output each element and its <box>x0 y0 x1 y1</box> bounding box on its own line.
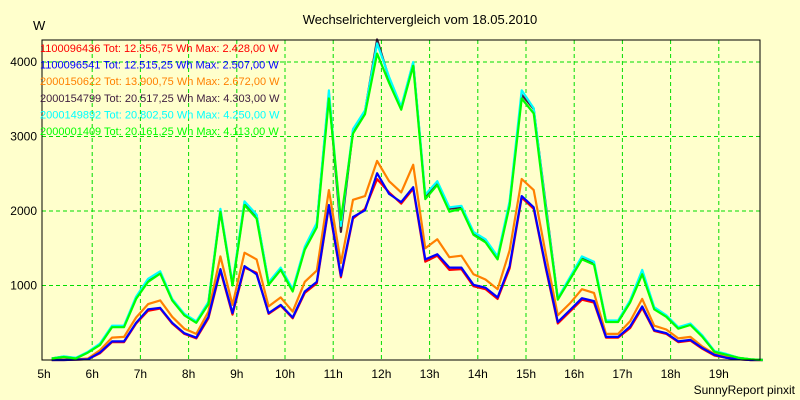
legend: 1100096436 Tot: 12.356,75 Wh Max: 2.428,… <box>40 43 280 138</box>
x-tick-label: 5h <box>37 367 50 381</box>
axis-ticks: 5h 6h 7h 8h 9h 10h 11h 12h 13h 14h 15h 16h 17h 18h 19h… <box>10 55 729 381</box>
x-tick-label: 7h <box>134 367 147 381</box>
series-line-1100096436 <box>51 178 763 362</box>
legend-entry-1100096541: 1100096541 Tot: 12.515,25 Wh Max: 2.507,… <box>40 60 279 72</box>
x-tick-label: 17h <box>612 367 632 381</box>
x-tick-label: 12h <box>371 367 391 381</box>
y-tick-label: 3000 <box>10 130 37 144</box>
x-tick-label: 18h <box>661 367 681 381</box>
x-tick-label: 8h <box>182 367 195 381</box>
legend-entry-2000154799: 2000154799 Tot: 20.517,25 Wh Max: 4.303,… <box>40 93 280 105</box>
x-tick-label: 10h <box>275 367 295 381</box>
series-line-1100096541 <box>51 172 763 362</box>
x-tick-label: 16h <box>564 367 584 381</box>
x-tick-label: 13h <box>420 367 440 381</box>
x-tick-label: 15h <box>516 367 536 381</box>
x-tick-label: 6h <box>86 367 99 381</box>
y-tick-label: 2000 <box>10 204 37 218</box>
y-tick-label: 4000 <box>10 55 37 69</box>
chart-title: Wechselrichtervergleich vom 18.05.2010 <box>303 12 538 27</box>
footer-credit: SunnyReport pinxit <box>694 383 796 397</box>
x-tick-label: 11h <box>324 367 343 381</box>
legend-entry-2000001409: 2000001409 Tot: 20.161,25 Wh Max: 4.113,… <box>40 126 279 138</box>
x-tick-label: 19h <box>709 367 729 381</box>
y-tick-label: 1000 <box>10 279 37 293</box>
x-tick-label: 14h <box>468 367 488 381</box>
series-lines <box>51 38 763 362</box>
series-line-2000150622 <box>51 159 763 362</box>
legend-entry-1100096436: 1100096436 Tot: 12.356,75 Wh Max: 2.428,… <box>40 43 279 55</box>
legend-entry-2000149892: 2000149892 Tot: 20.802,50 Wh Max: 4.250,… <box>40 109 280 121</box>
y-axis-unit-label: W <box>33 18 46 33</box>
plot-frame <box>41 39 761 361</box>
grid <box>42 40 760 360</box>
x-tick-label: 9h <box>230 367 243 381</box>
legend-entry-2000150622: 2000150622 Tot: 13.900,75 Wh Max: 2.672,… <box>40 76 280 88</box>
series-line-2000001409 <box>51 52 763 362</box>
